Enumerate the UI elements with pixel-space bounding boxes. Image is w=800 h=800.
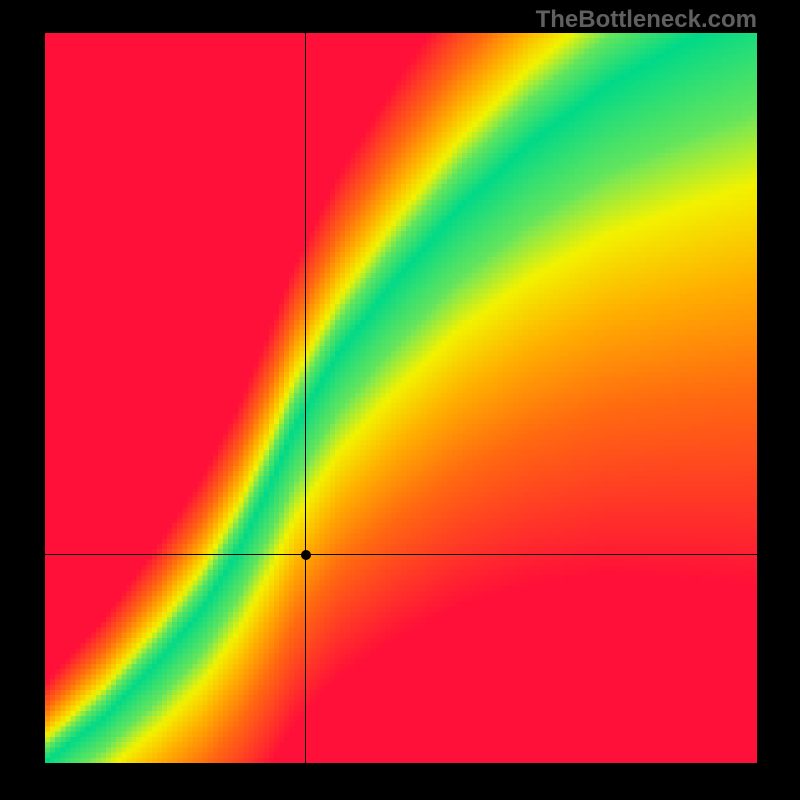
watermark-text: TheBottleneck.com — [536, 6, 757, 34]
crosshair-marker — [301, 550, 311, 560]
heatmap-canvas — [45, 33, 757, 763]
crosshair-horizontal — [45, 554, 757, 555]
chart-container: TheBottleneck.com — [0, 0, 800, 800]
crosshair-vertical — [305, 33, 306, 763]
